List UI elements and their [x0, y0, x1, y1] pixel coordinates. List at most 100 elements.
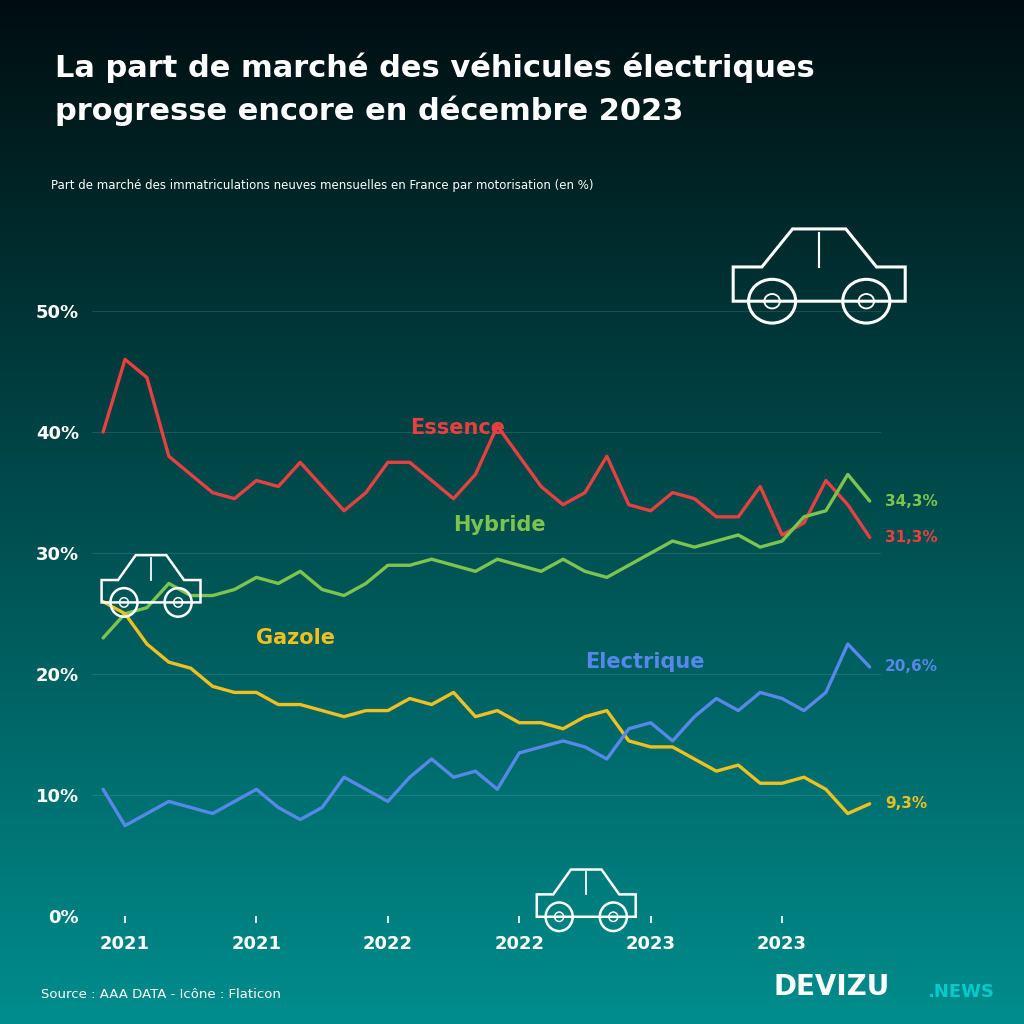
Bar	[0, 865, 1024, 868]
Bar	[0, 627, 1024, 630]
Bar	[0, 719, 1024, 722]
Bar	[0, 210, 1024, 213]
Bar	[0, 886, 1024, 888]
Bar	[0, 510, 1024, 512]
Bar	[0, 616, 1024, 620]
Bar	[0, 266, 1024, 268]
Bar	[0, 319, 1024, 323]
Bar	[0, 881, 1024, 883]
Bar	[0, 586, 1024, 589]
Bar	[0, 655, 1024, 658]
Bar	[0, 361, 1024, 364]
Bar	[0, 645, 1024, 648]
Bar	[0, 497, 1024, 500]
Bar	[0, 203, 1024, 205]
Bar	[0, 428, 1024, 430]
Bar	[0, 756, 1024, 758]
Bar	[0, 80, 1024, 82]
Bar	[0, 579, 1024, 582]
Bar	[0, 671, 1024, 674]
Bar	[0, 527, 1024, 530]
Bar	[0, 171, 1024, 174]
Bar	[0, 418, 1024, 420]
Bar	[0, 840, 1024, 842]
Bar	[0, 469, 1024, 471]
Bar	[0, 67, 1024, 70]
Bar	[0, 0, 1024, 2]
Bar	[0, 742, 1024, 745]
Bar	[0, 28, 1024, 31]
Bar	[0, 896, 1024, 899]
Bar	[0, 932, 1024, 934]
Bar	[0, 473, 1024, 476]
Bar	[0, 367, 1024, 369]
Bar	[0, 328, 1024, 330]
Bar	[0, 476, 1024, 479]
Text: DEVIZU: DEVIZU	[773, 974, 890, 1001]
Bar	[0, 883, 1024, 886]
Bar	[0, 594, 1024, 596]
Bar	[0, 971, 1024, 973]
Bar	[0, 220, 1024, 223]
Bar	[0, 10, 1024, 12]
Bar	[0, 70, 1024, 72]
Bar	[0, 630, 1024, 632]
Text: .NEWS: .NEWS	[927, 983, 993, 1001]
Bar	[0, 166, 1024, 169]
Bar	[0, 440, 1024, 442]
Bar	[0, 364, 1024, 367]
Bar	[0, 241, 1024, 244]
Bar	[0, 596, 1024, 599]
Bar	[0, 315, 1024, 317]
Bar	[0, 553, 1024, 555]
Bar	[0, 17, 1024, 20]
Bar	[0, 827, 1024, 829]
Bar	[0, 643, 1024, 645]
Bar	[0, 512, 1024, 514]
Bar	[0, 927, 1024, 930]
Bar	[0, 514, 1024, 517]
Bar	[0, 420, 1024, 422]
Bar	[0, 254, 1024, 256]
Bar	[0, 842, 1024, 845]
Bar	[0, 602, 1024, 604]
Bar	[0, 766, 1024, 768]
Bar	[0, 565, 1024, 568]
Bar	[0, 758, 1024, 760]
Bar	[0, 36, 1024, 38]
Bar	[0, 135, 1024, 138]
Bar	[0, 991, 1024, 993]
Bar	[0, 159, 1024, 161]
Bar	[0, 305, 1024, 307]
Bar	[0, 207, 1024, 210]
Bar	[0, 694, 1024, 696]
Bar	[0, 906, 1024, 909]
Bar	[0, 852, 1024, 855]
Bar	[0, 814, 1024, 817]
Bar	[0, 507, 1024, 510]
Bar	[0, 41, 1024, 43]
Bar	[0, 911, 1024, 913]
Bar	[0, 53, 1024, 56]
Bar	[0, 611, 1024, 614]
Bar	[0, 140, 1024, 143]
Bar	[0, 786, 1024, 788]
Bar	[0, 113, 1024, 116]
Bar	[0, 261, 1024, 263]
Bar	[0, 228, 1024, 230]
Bar	[0, 555, 1024, 558]
Bar	[0, 287, 1024, 289]
Bar	[0, 968, 1024, 971]
Bar	[0, 292, 1024, 295]
Bar	[0, 72, 1024, 75]
Bar	[0, 233, 1024, 236]
Bar	[0, 909, 1024, 911]
Bar	[0, 90, 1024, 92]
Bar	[0, 545, 1024, 548]
Bar	[0, 520, 1024, 522]
Bar	[0, 410, 1024, 412]
Bar	[0, 336, 1024, 338]
Bar	[0, 151, 1024, 154]
Bar	[0, 640, 1024, 643]
Bar	[0, 978, 1024, 981]
